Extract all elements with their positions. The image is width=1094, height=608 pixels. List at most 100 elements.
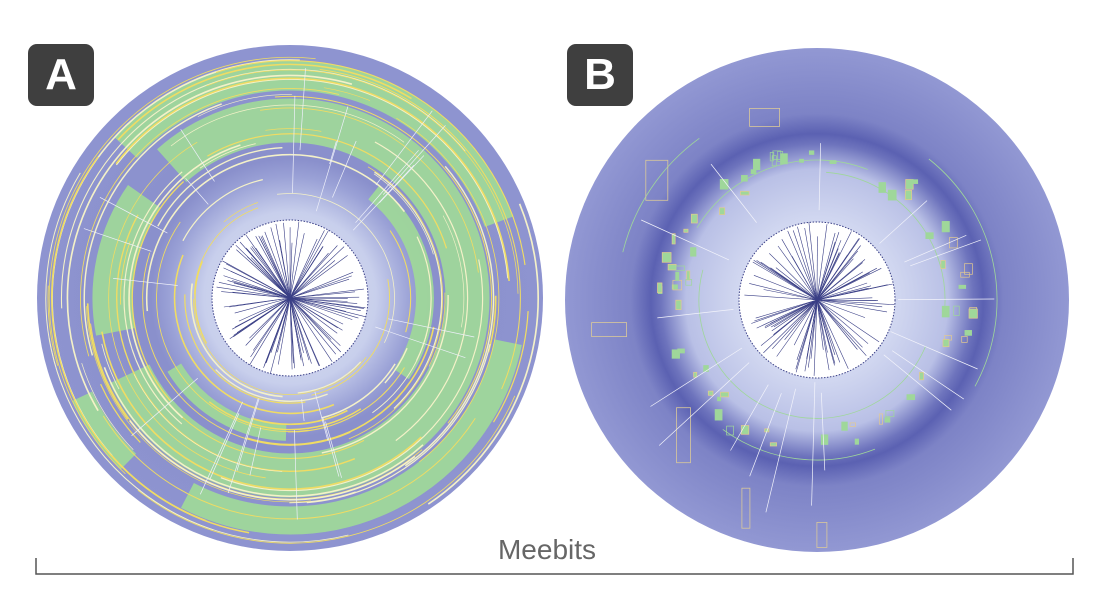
- tree-spoke: [289, 297, 293, 370]
- radial-connector: [355, 150, 419, 223]
- radial-connector: [382, 125, 446, 195]
- tree-spoke: [289, 221, 300, 299]
- yellow-arc: [193, 207, 259, 295]
- node-box: [772, 150, 782, 160]
- radial-connector: [765, 388, 796, 513]
- node-box: [841, 421, 848, 431]
- tree-spoke: [289, 245, 338, 299]
- radial-connector: [236, 398, 260, 471]
- yellow-arc: [101, 331, 422, 490]
- tree-spoke: [816, 282, 868, 301]
- node-box: [675, 265, 686, 271]
- radial-connector: [352, 164, 415, 231]
- yellow-arc: [373, 173, 434, 255]
- yellow-arc: [47, 285, 59, 366]
- tree-spoke: [289, 297, 312, 364]
- green-arc: [696, 159, 868, 229]
- tree-spoke: [773, 299, 818, 335]
- tree-spoke: [289, 252, 329, 299]
- radial-connector: [657, 309, 734, 319]
- radial-connector: [329, 141, 337, 165]
- tree-spoke: [289, 246, 324, 299]
- yellow-arc: [199, 143, 256, 169]
- tree-spoke: [246, 248, 291, 299]
- panel-a-spokes: [216, 221, 366, 374]
- tree-spoke: [289, 275, 352, 299]
- tree-spoke: [816, 299, 828, 353]
- yellow-arc: [374, 141, 469, 442]
- yellow-arc: [120, 241, 131, 305]
- yellow-arc: [246, 326, 435, 446]
- tree-spoke: [236, 297, 291, 333]
- tree-spoke: [265, 297, 291, 364]
- tree-spoke: [816, 224, 828, 301]
- node-box: [910, 179, 919, 184]
- tree-spoke: [752, 261, 818, 301]
- tree-spoke: [808, 299, 818, 368]
- tree-spoke: [289, 288, 364, 299]
- tree-spoke: [816, 299, 888, 313]
- yellow-arc: [184, 294, 306, 404]
- radial-connector: [292, 95, 296, 194]
- outlier-box: [676, 407, 691, 464]
- panel-b-radial-tree: [565, 48, 1069, 552]
- green-band: [368, 185, 434, 380]
- tree-spoke: [289, 238, 318, 299]
- tree-spoke: [289, 297, 337, 355]
- radial-connector: [650, 347, 743, 407]
- tree-spoke: [283, 222, 291, 299]
- node-box: [968, 308, 978, 319]
- yellow-arc: [103, 367, 424, 497]
- node-box: [677, 348, 685, 354]
- tree-spoke: [816, 283, 893, 301]
- tree-spoke: [804, 299, 818, 372]
- node-box: [940, 260, 946, 269]
- yellow-arc: [323, 87, 371, 101]
- node-box: [741, 175, 748, 182]
- tree-spoke: [289, 297, 302, 361]
- tree-spoke: [816, 248, 839, 301]
- node-box: [941, 221, 950, 233]
- radial-connector: [641, 219, 730, 261]
- radial-connector: [710, 163, 757, 223]
- tree-spoke: [787, 230, 818, 301]
- yellow-arc: [396, 117, 500, 463]
- tree-spoke: [249, 297, 291, 365]
- tree-spoke: [255, 247, 291, 299]
- node-box: [690, 213, 698, 224]
- node-box: [878, 182, 886, 193]
- tree-spoke: [795, 299, 818, 370]
- green-arc: [722, 429, 876, 461]
- tree-spoke: [784, 299, 818, 340]
- green-arc: [698, 269, 927, 419]
- radial-connector: [910, 239, 982, 267]
- node-box: [707, 390, 714, 396]
- panel-b-badge: B: [567, 44, 633, 106]
- yellow-arc: [137, 395, 516, 544]
- tree-spoke: [792, 230, 818, 301]
- green-band: [92, 185, 162, 336]
- tree-spoke: [250, 257, 291, 299]
- radial-connector: [99, 196, 168, 234]
- yellow-arc: [48, 56, 316, 475]
- radial-connector: [209, 413, 240, 479]
- node-box: [854, 438, 859, 445]
- tree-spoke: [289, 271, 354, 299]
- tree-spoke: [816, 297, 873, 301]
- tree-spoke: [775, 267, 818, 301]
- yellow-arc: [321, 363, 396, 419]
- green-band: [180, 339, 522, 535]
- yellow-arc: [220, 259, 484, 492]
- radial-connector: [83, 228, 152, 252]
- yellow-arc: [276, 193, 395, 343]
- tree-spoke: [816, 272, 870, 301]
- yellow-arc: [321, 294, 449, 454]
- node-box: [964, 263, 973, 275]
- tree-spoke: [232, 297, 291, 330]
- green-arc: [928, 158, 998, 387]
- node-box: [726, 425, 734, 436]
- node-box: [887, 189, 897, 201]
- node-box: [906, 394, 916, 401]
- yellow-arc: [182, 179, 263, 242]
- node-box: [690, 247, 697, 257]
